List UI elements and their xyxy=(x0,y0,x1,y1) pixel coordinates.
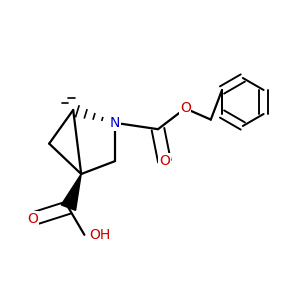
Polygon shape xyxy=(61,174,81,210)
Text: O: O xyxy=(159,154,170,168)
Text: OH: OH xyxy=(89,228,110,242)
Text: N: N xyxy=(110,116,120,130)
Text: O: O xyxy=(180,101,190,116)
Text: O: O xyxy=(28,212,39,226)
